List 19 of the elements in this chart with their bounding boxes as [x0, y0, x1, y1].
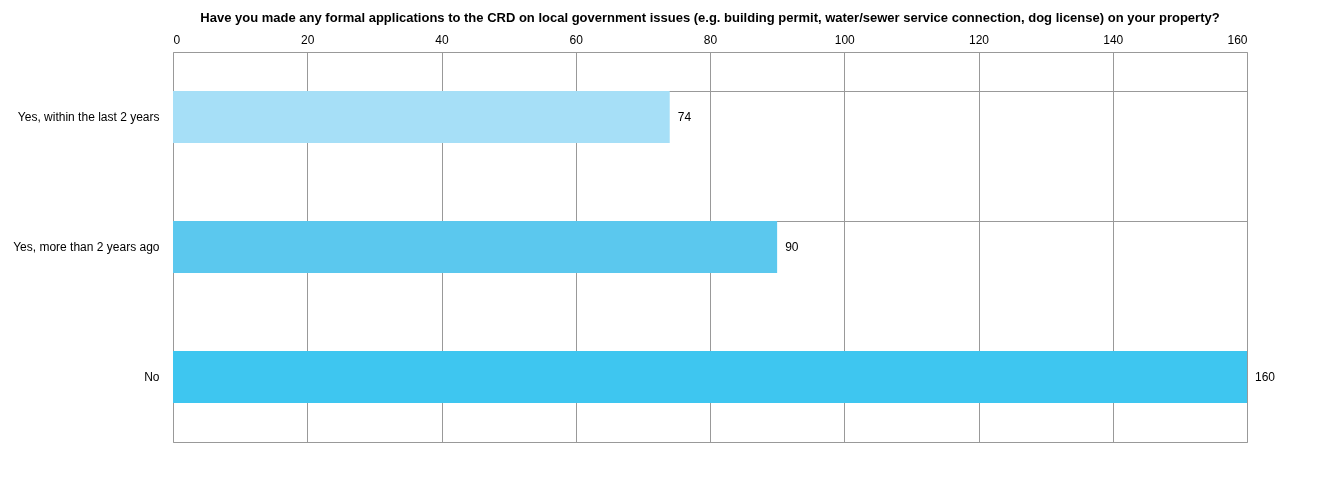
- data-label: 160: [1255, 370, 1276, 384]
- x-tick-label: 80: [703, 32, 718, 47]
- x-tick-label: 100: [834, 32, 856, 47]
- data-label: 90: [785, 240, 799, 254]
- y-tick-label: No: [144, 370, 160, 384]
- x-tick-label: 0: [173, 32, 181, 47]
- chart-title: Have you made any formal applications to the CRD on local government issues (e.g. building permit, water/sewer service connection, dog license) on your property?: [200, 10, 1220, 25]
- x-tick-label: 40: [435, 32, 449, 47]
- x-tick-label: 140: [1103, 32, 1124, 47]
- y-tick-label: Yes, within the last 2 years: [17, 110, 160, 124]
- x-tick-label: 60: [569, 32, 584, 47]
- y-tick-label: Yes, more than 2 years ago: [13, 240, 160, 254]
- bar: [173, 351, 1247, 403]
- data-label: 74: [677, 110, 692, 124]
- bar: [173, 91, 670, 143]
- x-tick-label: 20: [301, 32, 315, 47]
- bar: [173, 221, 778, 273]
- x-tick-label: 160: [1227, 32, 1248, 47]
- x-tick-label: 120: [968, 32, 990, 47]
